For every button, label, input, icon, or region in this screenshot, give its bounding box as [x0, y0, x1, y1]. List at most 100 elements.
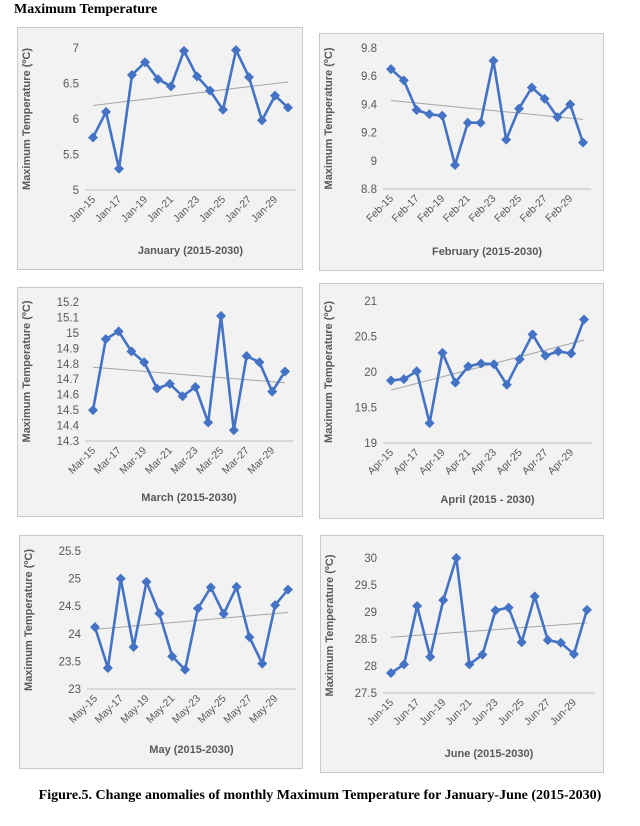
y-tick-label: 28.5 — [355, 634, 377, 646]
x-tick-label: Jan-25 — [197, 194, 228, 225]
x-tick-label: Jun-15 — [365, 697, 396, 728]
data-point-marker — [462, 117, 473, 128]
y-tick-label: 9.4 — [361, 99, 378, 111]
x-tick-label: Jun-19 — [417, 697, 448, 728]
data-point-marker — [450, 377, 461, 388]
x-tick-label: Jun-25 — [496, 697, 527, 728]
y-tick-label: 28 — [364, 661, 377, 673]
data-point-marker — [568, 649, 579, 660]
x-tick-label: Mar-23 — [169, 445, 201, 477]
data-point-marker — [100, 334, 111, 345]
data-point-marker — [542, 635, 553, 646]
data-point-marker — [503, 602, 514, 613]
data-point-marker — [411, 105, 422, 116]
y-tick-label: 19 — [364, 438, 377, 450]
x-tick-label: Jan-19 — [119, 194, 150, 225]
data-point-marker — [501, 379, 512, 390]
data-point-marker — [488, 55, 499, 66]
data-point-marker — [113, 326, 124, 337]
data-point-marker — [582, 604, 592, 615]
y-tick-label: 5.5 — [63, 150, 79, 162]
data-point-marker — [450, 160, 460, 171]
data-point-marker — [386, 64, 396, 75]
x-tick-label: Apr-17 — [391, 447, 422, 478]
data-point-marker — [257, 658, 268, 669]
data-point-marker — [476, 358, 487, 369]
data-point-marker — [579, 314, 589, 325]
x-tick-label: Feb-19 — [415, 193, 447, 225]
x-tick-label: Mar-15 — [66, 445, 98, 477]
y-tick-label: 25.5 — [59, 546, 81, 558]
data-point-marker — [231, 581, 242, 592]
data-point-marker — [501, 134, 512, 145]
x-tick-label: Apr-21 — [443, 447, 474, 478]
data-point-marker — [539, 93, 550, 104]
x-tick-label: Feb-15 — [364, 193, 396, 225]
y-tick-label: 19.5 — [355, 403, 377, 415]
x-tick-label: May-29 — [247, 693, 280, 726]
data-point-marker — [244, 72, 254, 83]
data-point-marker — [438, 595, 449, 606]
series-line — [390, 319, 586, 425]
y-axis-title: Maximum Temperature (ºC) — [323, 47, 335, 189]
data-point-marker — [205, 582, 216, 593]
y-tick-label: 20.5 — [355, 332, 377, 344]
data-point-marker — [565, 99, 576, 110]
data-point-marker — [154, 608, 165, 619]
y-tick-label: 20 — [364, 367, 377, 379]
series-line — [390, 59, 585, 167]
data-point-marker — [283, 584, 293, 595]
data-point-marker — [179, 45, 189, 56]
data-point-marker — [241, 351, 252, 362]
data-point-marker — [216, 310, 226, 321]
data-point-marker — [386, 668, 396, 679]
data-point-marker — [526, 82, 537, 93]
chart-svg: 2323.52424.52525.5May-15May-17May-19May-… — [23, 546, 296, 756]
data-point-marker — [527, 329, 538, 340]
data-point-marker — [218, 608, 229, 619]
data-point-marker — [190, 381, 201, 392]
y-tick-label: 14.7 — [57, 374, 79, 386]
trendline — [390, 99, 584, 120]
y-tick-label: 7 — [73, 43, 79, 55]
y-axis-title: Maximum Temperature (ºC) — [21, 300, 33, 442]
y-tick-label: 14.3 — [57, 436, 79, 448]
y-tick-label: 5 — [73, 185, 79, 197]
data-point-marker — [553, 346, 564, 357]
y-tick-label: 14.9 — [57, 343, 79, 355]
x-axis-title: March (2015-2030) — [141, 492, 237, 504]
data-point-marker — [411, 366, 422, 377]
x-tick-label: Feb-27 — [518, 193, 550, 225]
x-tick-label: Mar-21 — [143, 445, 175, 477]
y-tick-label: 9.2 — [361, 128, 377, 140]
series-line — [91, 48, 289, 170]
x-tick-label: Jan-27 — [223, 194, 254, 225]
x-axis-title: April (2015 - 2030) — [440, 494, 534, 506]
data-point-marker — [90, 622, 100, 633]
data-point-marker — [398, 75, 409, 86]
data-point-marker — [280, 366, 290, 377]
data-point-marker — [566, 348, 577, 359]
data-point-marker — [578, 137, 588, 148]
y-tick-label: 30 — [364, 553, 377, 565]
x-tick-label: Feb-25 — [492, 193, 524, 225]
data-point-marker — [88, 132, 98, 143]
x-tick-label: Apr-27 — [520, 447, 551, 478]
data-point-marker — [218, 104, 228, 115]
chart-svg: 1919.52020.521Apr-15Apr-17Apr-19Apr-21Ap… — [323, 296, 592, 506]
x-tick-label: Jun-29 — [548, 697, 579, 728]
data-point-marker — [398, 374, 409, 385]
chart-panel-march: 14.3 14.4 14.5 14.6 14.7 14.8 14.9 15 15.1 15.2 Ma… — [17, 287, 303, 517]
data-point-marker — [192, 603, 203, 614]
figure-caption: Figure.5. Change anomalies of monthly Ma… — [38, 788, 602, 803]
data-point-marker — [166, 81, 176, 92]
data-point-marker — [254, 357, 265, 368]
chart-panel-february: 8.8 9 9.2 9.4 9.6 9.8 Feb-15 Feb-17 Feb-19 Feb-21… — [319, 33, 604, 271]
x-tick-label: Apr-29 — [545, 447, 576, 478]
y-tick-label: 25 — [68, 574, 81, 586]
data-point-marker — [451, 553, 462, 563]
series-line — [93, 577, 289, 671]
data-point-marker — [128, 642, 139, 653]
series-line — [390, 556, 589, 675]
data-point-marker — [244, 632, 255, 643]
